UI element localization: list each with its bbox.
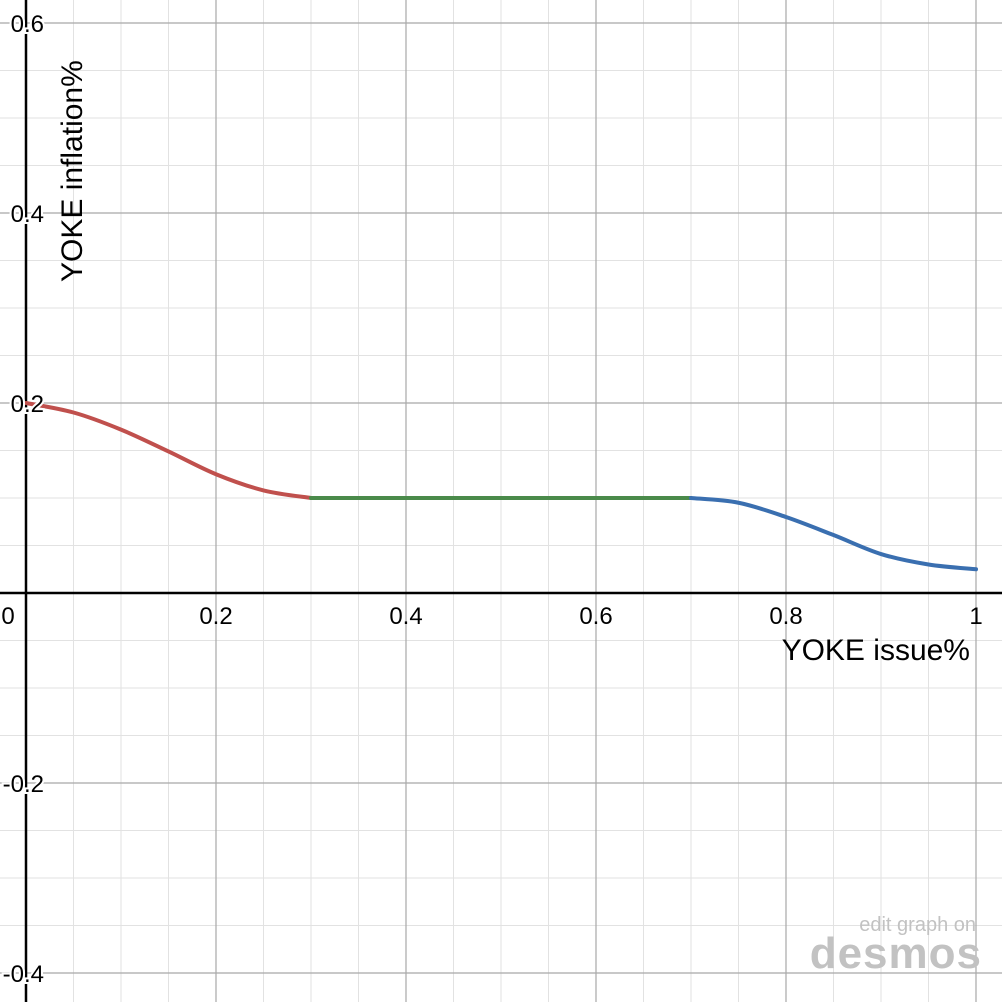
series-line-1 bbox=[24, 401, 313, 500]
x-tick-label: 0.4 bbox=[389, 603, 422, 630]
y-tick-label: -0.4 bbox=[3, 961, 44, 988]
x-tick-label: 1 bbox=[969, 603, 982, 630]
tick-labels: 0 0.2 0.4 0.6 0.8 1 0.6 0.4 0.2 -0.2 -0.4 bbox=[1, 9, 983, 990]
watermark-logo-text: desmos bbox=[810, 929, 982, 978]
x-axis-title: YOKE issue% bbox=[782, 634, 970, 667]
y-tick-label: 0.4 bbox=[11, 201, 44, 228]
x-tick-label: 0.6 bbox=[579, 603, 612, 630]
series-layer bbox=[24, 401, 978, 572]
x-tick-label: 0.8 bbox=[769, 603, 802, 630]
series-line-3 bbox=[689, 496, 978, 572]
watermark-edit-text: edit graph on bbox=[859, 914, 976, 936]
x-tick-label: 0.2 bbox=[199, 603, 232, 630]
y-tick-label: 0.6 bbox=[11, 11, 44, 38]
desmos-watermark[interactable]: edit graph on desmos bbox=[810, 914, 982, 978]
x-tick-label: 0 bbox=[1, 603, 14, 630]
y-axis-title: YOKE inflation% bbox=[56, 60, 89, 282]
y-tick-label: -0.2 bbox=[3, 771, 44, 798]
y-tick-label: 0.2 bbox=[11, 391, 44, 418]
